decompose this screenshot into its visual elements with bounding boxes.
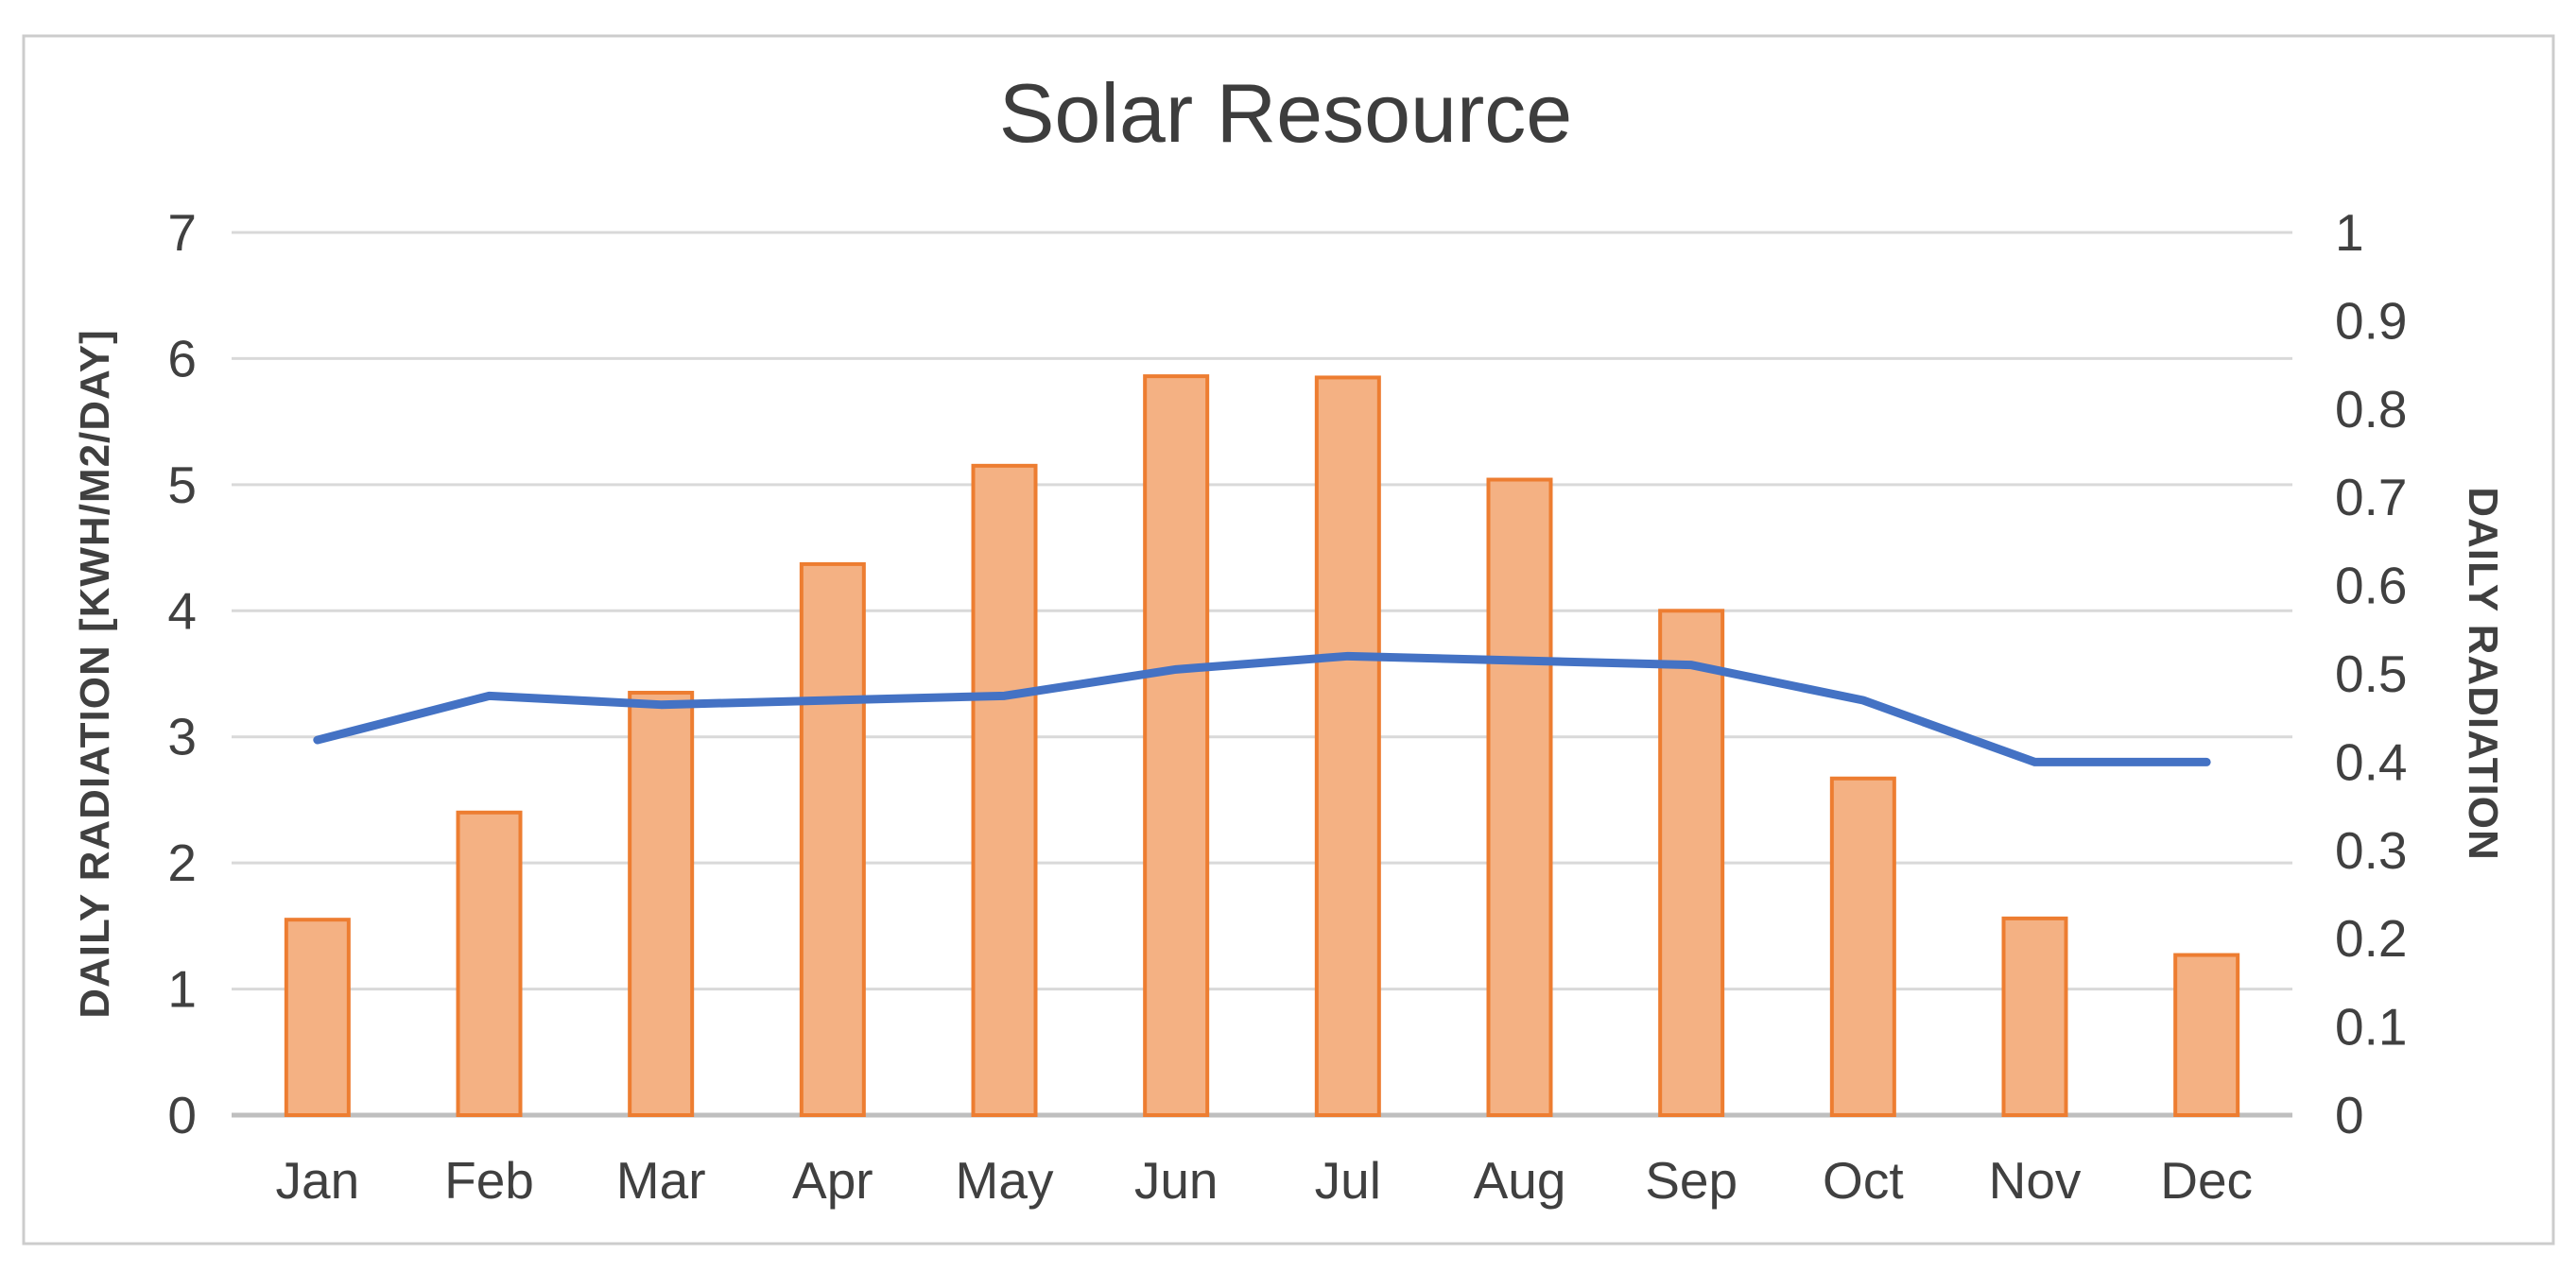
bar-series-layer: [284, 374, 2240, 1118]
bar-sep: [1658, 609, 1725, 1117]
bar-jun: [1143, 374, 1210, 1117]
month-label-jan: Jan: [275, 1151, 359, 1210]
month-label-feb: Feb: [444, 1151, 534, 1210]
left-tick-label: 3: [167, 708, 197, 766]
month-label-oct: Oct: [1823, 1151, 1904, 1210]
left-tick-label: 0: [167, 1086, 197, 1144]
category-axis-labels: Jan Feb Mar Apr May Jun Jul Aug Sep Oct Nov Dec: [275, 1151, 2253, 1210]
gridlines-layer: [232, 231, 2292, 1118]
month-label-jul: Jul: [1315, 1151, 1381, 1210]
month-label-dec: Dec: [2160, 1151, 2253, 1210]
left-tick-label: 4: [167, 581, 197, 640]
bar-jan: [284, 918, 351, 1118]
right-tick-label: 1: [2335, 203, 2364, 262]
line-series-layer: [313, 651, 2211, 766]
figure-frame: [22, 34, 2555, 1246]
bar-may: [971, 463, 1038, 1118]
right-tick-label: 0.3: [2335, 821, 2407, 880]
bar-jul: [1314, 375, 1381, 1117]
right-tick-label: 0.6: [2335, 557, 2407, 615]
month-label-may: May: [956, 1151, 1054, 1210]
month-label-aug: Aug: [1474, 1151, 1566, 1210]
right-tick-label: 0.2: [2335, 909, 2407, 968]
month-label-apr: Apr: [792, 1151, 873, 1210]
right-tick-label: 0.8: [2335, 380, 2407, 438]
month-label-sep: Sep: [1645, 1151, 1738, 1210]
chart-title: Solar Resource: [999, 66, 1573, 160]
month-label-mar: Mar: [616, 1151, 706, 1210]
right-axis-ticks: 0 0.1 0.2 0.3 0.4 0.5 0.6 0.7 0.8 0.9 1: [2335, 203, 2407, 1144]
right-tick-label: 0.7: [2335, 468, 2407, 526]
month-label-jun: Jun: [1134, 1151, 1219, 1210]
left-tick-label: 6: [167, 329, 197, 387]
left-axis-ticks: 0 1 2 3 4 5 6 7: [167, 203, 197, 1144]
left-axis-title: DAILY RADIATION [KWH/M2/DAY]: [72, 329, 118, 1019]
bar-feb: [456, 810, 523, 1117]
left-tick-label: 2: [167, 834, 197, 892]
right-tick-label: 0.5: [2335, 645, 2407, 703]
left-tick-label: 5: [167, 456, 197, 514]
month-label-nov: Nov: [1989, 1151, 2082, 1210]
left-tick-label: 7: [167, 203, 197, 262]
bar-oct: [1829, 776, 1896, 1117]
right-tick-label: 0.1: [2335, 998, 2407, 1057]
left-tick-label: 1: [167, 960, 197, 1019]
bar-nov: [2001, 916, 2068, 1118]
right-tick-label: 0.9: [2335, 291, 2407, 350]
bar-mar: [628, 691, 695, 1117]
right-axis-title: DAILY RADIATION: [2460, 487, 2506, 861]
daily-radiation-line: [313, 651, 2211, 766]
bar-aug: [1486, 477, 1553, 1117]
bar-dec: [2173, 953, 2240, 1117]
right-tick-label: 0: [2335, 1086, 2364, 1144]
bar-apr: [799, 561, 866, 1117]
right-tick-label: 0.4: [2335, 732, 2407, 791]
